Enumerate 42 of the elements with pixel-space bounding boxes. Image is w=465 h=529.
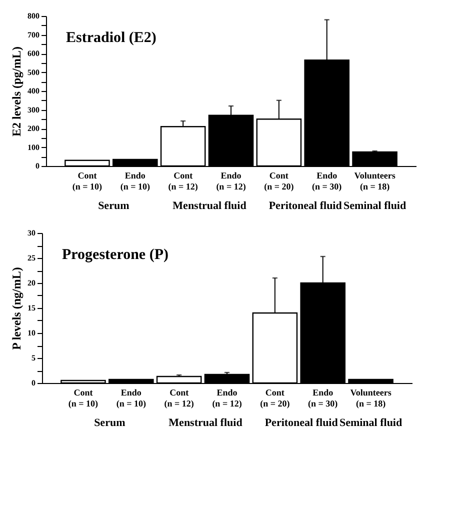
x-tick-label: Endo (n = 10) (120, 170, 150, 192)
y-tick-label: 100 (28, 142, 40, 152)
x-tick-label: Volunteers (n = 18) (350, 388, 392, 408)
x-tick-label: Cont (n = 10) (72, 170, 102, 192)
x-tick-label: Endo (n = 12) (212, 388, 242, 408)
text: Progesterone (P) (62, 247, 168, 263)
y-tick-label: 800 (28, 12, 40, 20)
x-tick-label: Endo (n = 10) (116, 388, 146, 408)
y-tick-label: 10 (28, 328, 36, 338)
y-tick-label: 600 (28, 49, 40, 58)
y-tick-label: 25 (28, 254, 36, 262)
text: Menstrual fluid (172, 200, 246, 212)
y-tick-label: 300 (28, 105, 40, 114)
y-tick-label: 400 (28, 86, 40, 96)
x-tick-label: Cont (n = 20) (260, 388, 290, 408)
text: Peritoneal fluid (268, 200, 342, 212)
x-tick-label: Volunteers (n = 18) (354, 170, 396, 192)
y-tick-label: 30 (28, 228, 36, 238)
x-tick-label: Cont (n = 12) (164, 388, 194, 408)
x-tick-label: Cont (n = 12) (168, 170, 198, 192)
y-tick-label: 0 (36, 162, 40, 170)
x-tick-label: Endo (n = 30) (312, 170, 342, 192)
text: Serum (98, 200, 130, 212)
text: Serum (94, 417, 126, 429)
y-tick-label: 0 (32, 378, 36, 388)
y-tick-label: 15 (28, 304, 36, 312)
text: Seminal fluid (339, 417, 402, 429)
text: Menstrual fluid (168, 417, 242, 429)
y-tick-label: 20 (28, 278, 36, 288)
x-tick-label: Cont (n = 10) (68, 388, 98, 408)
y-tick-label: 700 (28, 30, 40, 40)
y-axis-title: E2 levels (pg/mL) (10, 46, 24, 136)
x-tick-label: Cont (n = 20) (264, 170, 294, 192)
x-tick-label: Endo (n = 12) (216, 170, 246, 192)
text: Estradiol (E2) (66, 30, 156, 46)
y-tick-label: 5 (32, 354, 36, 362)
y-axis-title: P levels (ng/mL) (10, 267, 24, 350)
y-tick-label: 200 (28, 124, 40, 133)
text: Seminal fluid (343, 200, 406, 212)
y-tick-label: 500 (28, 68, 40, 77)
text: Peritoneal fluid (264, 417, 338, 429)
x-tick-label: Endo (n = 30) (308, 388, 338, 408)
